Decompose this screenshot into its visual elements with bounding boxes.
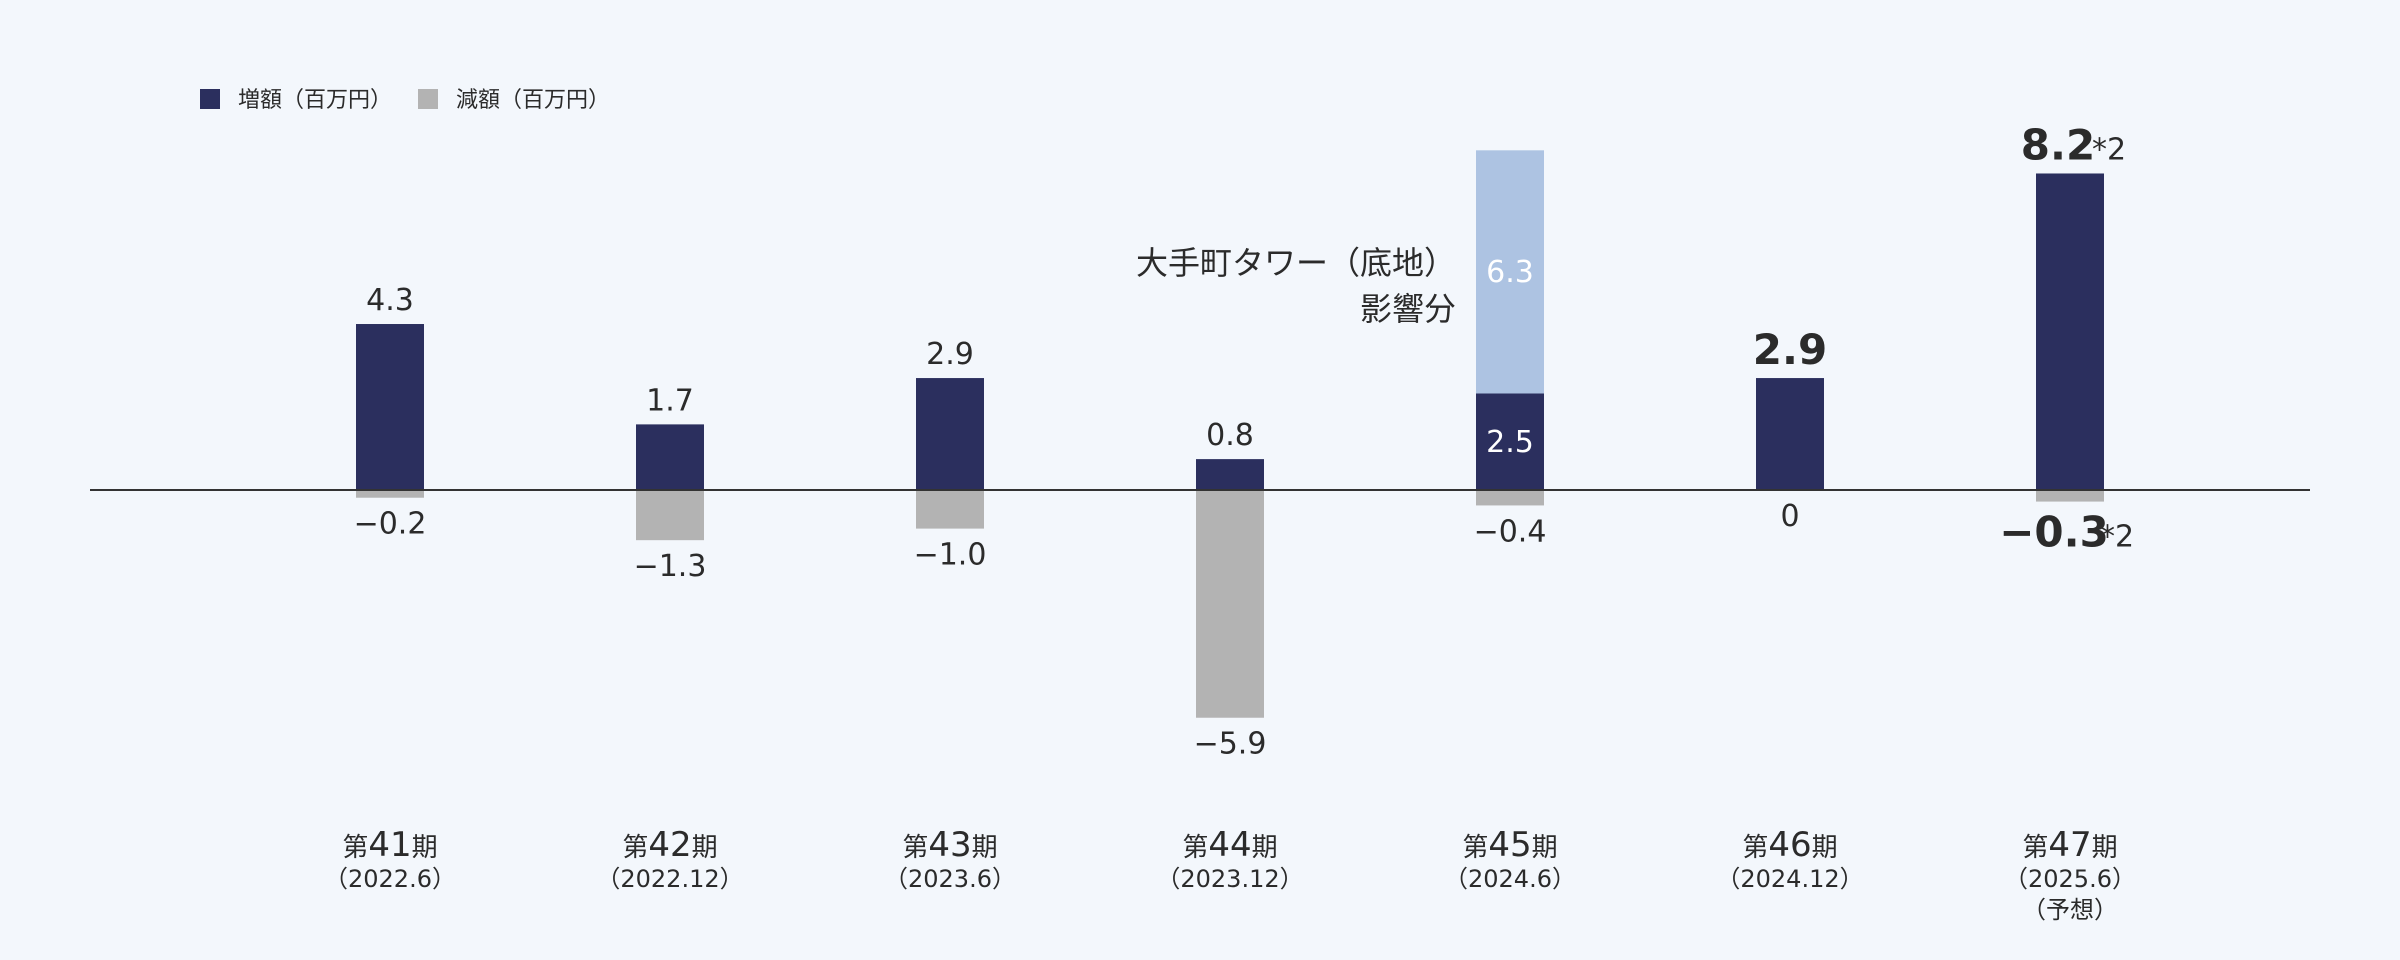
x-tick-period: 第42期 (622, 825, 717, 865)
x-tick-date: （2023.6） (884, 865, 1016, 893)
x-tick-period-suffix: 期 (412, 833, 438, 863)
bar-increase (1756, 378, 1824, 490)
annotation-otemachi-tower: 影響分 (1360, 290, 1456, 328)
x-tick-period-prefix: 第 (1182, 833, 1208, 863)
x-tick-date: （2022.12） (596, 865, 743, 893)
footnote-mark-decrease: *2 (2100, 520, 2134, 555)
x-tick-date: （2023.12） (1156, 865, 1303, 893)
bar-increase (636, 424, 704, 490)
legend-label-increase: 増額（百万円） (238, 88, 392, 113)
x-tick-period-suffix: 期 (1812, 833, 1838, 863)
x-tick-period-number: 45 (1488, 825, 1531, 865)
x-tick-period-prefix: 第 (342, 833, 368, 863)
x-tick-period: 第47期 (2022, 825, 2117, 865)
bar-decrease (2036, 490, 2104, 502)
x-tick-period-suffix: 期 (1532, 833, 1558, 863)
bar-otemachi-impact (1476, 150, 1544, 394)
x-tick-date: （2025.6） (2004, 865, 2136, 893)
data-label-decrease: −1.3 (634, 549, 707, 584)
data-label-increase: 2.9 (926, 337, 974, 372)
data-label-decrease: −0.4 (1474, 514, 1547, 549)
data-label-decrease: −0.3 (1999, 508, 2109, 557)
x-tick-date: （2022.6） (324, 865, 456, 893)
x-tick-period-suffix: 期 (2092, 833, 2118, 863)
x-tick-date: （2024.12） (1716, 865, 1863, 893)
data-label-decrease: −0.2 (354, 507, 427, 542)
data-label-decrease: −5.9 (1194, 727, 1267, 762)
legend-label-decrease: 減額（百万円） (456, 88, 610, 113)
data-label-increase: 0.8 (1206, 418, 1254, 453)
bar-decrease (1196, 490, 1264, 718)
data-label-increase: 1.7 (646, 383, 694, 418)
x-tick-note: （予想） (2022, 896, 2118, 924)
bar-increase (916, 378, 984, 490)
data-label-decrease: −1.0 (914, 538, 987, 573)
bar-decrease (636, 490, 704, 541)
x-tick-period-number: 41 (368, 825, 411, 865)
footnote-mark-increase: *2 (2092, 132, 2126, 167)
bar-increase (356, 324, 424, 490)
data-label-increase: 2.9 (1753, 325, 1827, 374)
x-tick-period: 第44期 (1182, 825, 1277, 865)
data-label-inside: 6.3 (1486, 255, 1534, 290)
x-tick-period: 第41期 (342, 825, 437, 865)
x-tick-date: （2024.6） (1444, 865, 1576, 893)
bar-decrease (356, 490, 424, 498)
x-tick-period-prefix: 第 (1462, 833, 1488, 863)
x-tick-period-suffix: 期 (972, 833, 998, 863)
x-tick-period-prefix: 第 (2022, 833, 2048, 863)
legend-swatch-decrease (418, 89, 438, 109)
x-tick-period-number: 46 (1768, 825, 1811, 865)
annotation-otemachi-tower: 大手町タワー（底地） (1136, 244, 1456, 282)
x-tick-period-number: 47 (2048, 825, 2091, 865)
data-label-increase: 4.3 (366, 283, 414, 318)
x-tick-period-number: 43 (928, 825, 971, 865)
bar-increase (1476, 393, 1544, 490)
x-tick-period-suffix: 期 (1252, 833, 1278, 863)
x-tick-period-prefix: 第 (902, 833, 928, 863)
data-label-increase: 8.2 (2021, 120, 2095, 169)
x-tick-period: 第46期 (1742, 825, 1837, 865)
bar-increase (2036, 173, 2104, 491)
data-label-decrease: 0 (1780, 499, 1799, 534)
x-tick-period: 第45期 (1462, 825, 1557, 865)
bar-decrease (916, 490, 984, 529)
legend-swatch-increase (200, 89, 220, 109)
data-label-inside: 2.5 (1486, 425, 1534, 460)
x-tick-period-prefix: 第 (622, 833, 648, 863)
x-tick-period: 第43期 (902, 825, 997, 865)
bar-decrease (1476, 490, 1544, 506)
bar-increase (1196, 459, 1264, 490)
x-tick-period-number: 42 (648, 825, 691, 865)
x-tick-period-number: 44 (1208, 825, 1251, 865)
x-tick-period-prefix: 第 (1742, 833, 1768, 863)
x-tick-period-suffix: 期 (692, 833, 718, 863)
